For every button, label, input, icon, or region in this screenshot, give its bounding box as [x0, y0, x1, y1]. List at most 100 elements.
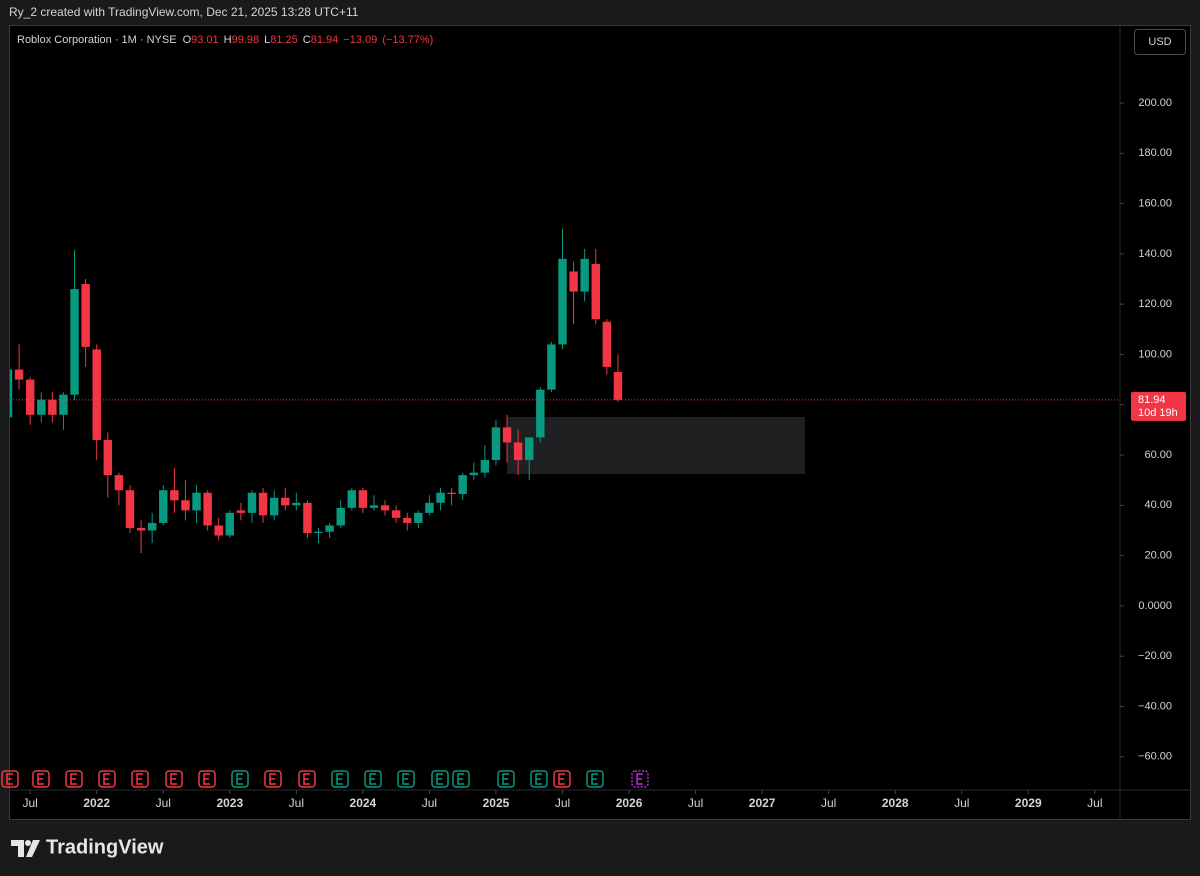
- candle-body: [14, 369, 24, 380]
- y-tick-label: 160.00: [1138, 197, 1172, 209]
- y-tick-label: 200.00: [1138, 97, 1172, 109]
- earnings-icon: [165, 770, 183, 788]
- logo-mark: [26, 840, 40, 857]
- countdown-label: 10d 19h: [1138, 407, 1178, 419]
- candle-body: [580, 258, 589, 292]
- earnings-icon: [1, 770, 19, 788]
- logo-mark: [11, 840, 24, 857]
- x-tick-label: Jul: [688, 796, 703, 810]
- legend-value: 93.01: [191, 34, 219, 46]
- earnings-icon: [231, 770, 249, 788]
- x-tick-label: 2022: [83, 796, 110, 810]
- earnings-glyph: [269, 773, 276, 785]
- earnings-icon: [198, 770, 216, 788]
- candle-body: [48, 399, 57, 415]
- currency-label[interactable]: USD: [1148, 36, 1171, 48]
- candle-body: [192, 492, 201, 511]
- earnings-icon: [364, 770, 382, 788]
- candle-body: [525, 437, 534, 461]
- legend-value: 81.25: [270, 34, 298, 46]
- candle-body: [236, 510, 246, 513]
- x-tick-label: Jul: [954, 796, 969, 810]
- earnings-icon: [65, 770, 83, 788]
- earnings-glyph: [6, 773, 13, 785]
- earnings-icon: [98, 770, 116, 788]
- candle-body: [547, 344, 556, 390]
- candle-body: [469, 472, 478, 476]
- earnings-icon: [553, 770, 571, 788]
- candle-body: [303, 502, 312, 533]
- earnings-icon: [298, 770, 316, 788]
- candle-body: [447, 492, 456, 495]
- earnings-icon: [452, 770, 470, 788]
- earnings-glyph: [136, 773, 143, 785]
- earnings-icon: [264, 770, 282, 788]
- y-tick-label: 40.00: [1144, 499, 1172, 511]
- y-tick-label: −60.00: [1138, 751, 1172, 763]
- logo-text: TradingView: [46, 836, 164, 858]
- candle-body: [569, 271, 578, 292]
- currency-button[interactable]: [1134, 29, 1186, 55]
- earnings-glyph: [502, 773, 509, 785]
- candle-body: [513, 442, 523, 461]
- earnings-glyph: [558, 773, 565, 785]
- candle-body: [436, 492, 445, 503]
- earnings-icon: [530, 770, 548, 788]
- candle-body: [269, 497, 279, 516]
- legend-letter: C: [303, 34, 311, 46]
- candle-body: [10, 369, 13, 418]
- earnings-glyph: [336, 773, 343, 785]
- candle-body: [325, 525, 334, 532]
- candle-body: [214, 525, 223, 536]
- legend-letter: L: [264, 34, 270, 46]
- candle-body: [147, 522, 157, 531]
- candle-body: [425, 502, 434, 513]
- x-tick-label: Jul: [289, 796, 304, 810]
- earnings-glyph: [203, 773, 210, 785]
- x-tick-label: 2026: [616, 796, 643, 810]
- last-price-label: 81.94: [1138, 394, 1166, 406]
- earnings-icon: [631, 770, 649, 788]
- earnings-row: [1, 770, 649, 788]
- candle-body: [380, 505, 390, 511]
- logo-mark: [25, 840, 31, 846]
- legend-change: −13.09: [343, 34, 377, 46]
- candle-body: [203, 492, 212, 526]
- candle-body: [391, 510, 401, 518]
- earnings-icon: [497, 770, 515, 788]
- plot-area: [10, 228, 1120, 554]
- candle-body: [103, 439, 113, 476]
- candle-body: [403, 517, 412, 523]
- earnings-glyph: [591, 773, 598, 785]
- earnings-glyph: [535, 773, 542, 785]
- earnings-glyph: [103, 773, 110, 785]
- y-tick-label: 180.00: [1138, 147, 1172, 159]
- candle-body: [247, 492, 257, 513]
- candle-body: [347, 490, 357, 508]
- y-tick-label: 100.00: [1138, 348, 1172, 360]
- x-tick-label: Jul: [156, 796, 171, 810]
- candle-body: [37, 399, 46, 415]
- earnings-glyph: [636, 773, 643, 785]
- y-tick-label: −20.00: [1138, 650, 1172, 662]
- x-tick-label: 2023: [216, 796, 243, 810]
- last-price-box: [1131, 391, 1186, 421]
- candle-body: [613, 372, 623, 400]
- candle-body: [502, 427, 512, 443]
- candle-body: [92, 349, 101, 440]
- candle-body: [25, 379, 35, 415]
- earnings-glyph: [70, 773, 77, 785]
- x-tick-label: 2028: [882, 796, 909, 810]
- y-tick-label: −40.00: [1138, 700, 1172, 712]
- candle-body: [314, 531, 323, 533]
- x-tick-label: 2029: [1015, 796, 1042, 810]
- candle-body: [414, 512, 423, 523]
- x-tick-label: Jul: [23, 796, 38, 810]
- x-tick-label: Jul: [555, 796, 570, 810]
- legend-letter: H: [224, 34, 232, 46]
- y-tick-label: 0.0000: [1138, 600, 1172, 612]
- earnings-glyph: [402, 773, 409, 785]
- y-tick-label: 140.00: [1138, 248, 1172, 260]
- candle-body: [358, 490, 368, 508]
